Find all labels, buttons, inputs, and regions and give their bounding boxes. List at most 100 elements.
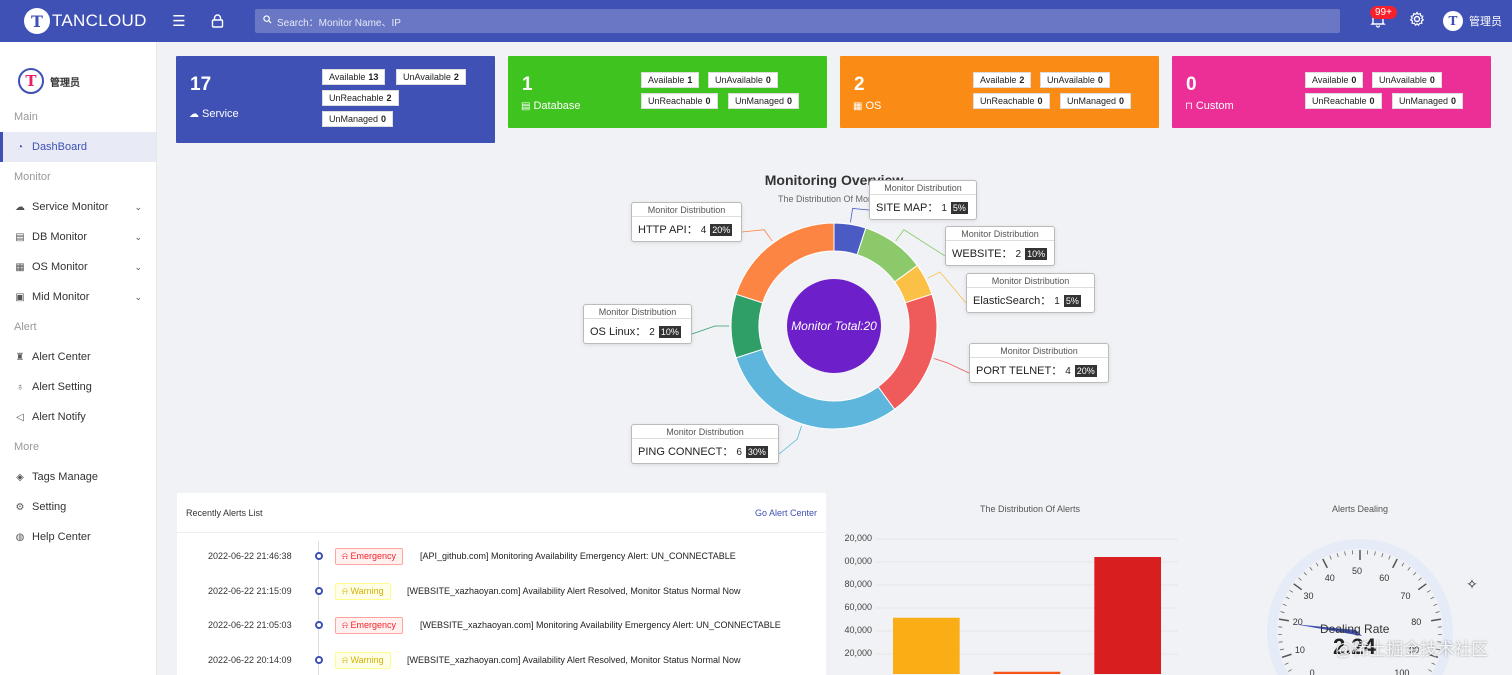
- tooltip-body: WEBSITE： 2 10%: [946, 241, 1054, 265]
- gauge-tick: [1392, 558, 1398, 569]
- alert-bar[interactable]: [1094, 557, 1161, 674]
- alert-bar[interactable]: [993, 671, 1061, 674]
- chip-unavailable[interactable]: UnAvailable 0: [1372, 72, 1442, 88]
- notification-badge: 99+: [1370, 6, 1397, 19]
- sidebar: T 管理员 Main ◔ DashBoard Monitor ☁ Service…: [0, 42, 157, 675]
- sidebar-item-mid-monitor[interactable]: ▣ Mid Monitor ⌄: [0, 282, 156, 312]
- alert-row[interactable]: 2022-06-22 20:14:09 ⍾ Warning [WEBSITE_xaz…: [177, 643, 826, 675]
- brand-logo[interactable]: T TANCLOUD: [0, 8, 160, 34]
- search-input[interactable]: Search：Monitor Name、IP: [255, 9, 1340, 33]
- chip-unavailable[interactable]: UnAvailable 0: [1040, 72, 1110, 88]
- card-count: 0: [1186, 74, 1197, 95]
- chip-unreachable[interactable]: UnReachable 2: [322, 90, 399, 106]
- card-label: ☁ Service: [189, 108, 239, 120]
- card-count: 2: [854, 74, 865, 95]
- menu-fold-icon[interactable]: ☰: [172, 13, 186, 30]
- chip-available[interactable]: Available 13: [322, 69, 386, 85]
- alert-bell-icon: ⍾: [342, 550, 351, 561]
- gauge-tick: [1293, 583, 1303, 591]
- sidebar-item-dashboard[interactable]: ◔ DashBoard: [0, 132, 156, 162]
- cloud-icon: ☁: [189, 109, 199, 120]
- gauge-name: Dealing Rate: [1320, 622, 1390, 636]
- gauge-tick: [1278, 641, 1283, 643]
- sidebar-item-alert-setting[interactable]: ♁ Alert Setting: [0, 372, 156, 402]
- windows-icon: ▦: [853, 101, 863, 112]
- tooltip-body: PING CONNECT： 6 30%: [632, 439, 778, 463]
- gauge-tick: [1436, 648, 1441, 651]
- slice-percent: 5%: [950, 202, 968, 214]
- gauge-tick: [1418, 577, 1422, 581]
- sidebar-item-setting[interactable]: ⚙ Setting: [0, 492, 156, 522]
- sidebar-item-alert-notify[interactable]: ◁ Alert Notify: [0, 402, 156, 432]
- sidebar-item-service-monitor[interactable]: ☁ Service Monitor ⌄: [0, 192, 156, 222]
- overview-title: Monitoring Overview: [764, 172, 904, 188]
- gauge-tick: [1315, 562, 1319, 567]
- chip-unmanaged[interactable]: UnManaged 0: [1392, 93, 1464, 109]
- chip-unavailable[interactable]: UnAvailable 0: [708, 72, 778, 88]
- custom-card[interactable]: 0 ⊓ Custom Available 0 UnAvailable 0 UnReac…: [1172, 56, 1491, 128]
- alert-row[interactable]: 2022-06-22 21:15:09 ⍾ Warning [WEBSITE_xaz…: [177, 574, 826, 608]
- chip-unavailable[interactable]: UnAvailable 2: [396, 69, 466, 85]
- tooltip-body: ElasticSearch： 1 5%: [967, 288, 1094, 312]
- gear-icon[interactable]: [1409, 11, 1425, 32]
- alert-level-badge: ⍾ Warning: [335, 582, 391, 600]
- chip-unmanaged[interactable]: UnManaged 0: [322, 111, 394, 127]
- os-card[interactable]: 2 ▦ OS Available 2 UnAvailable 0 UnReachabl…: [840, 56, 1159, 128]
- gauge-tick: [1287, 669, 1292, 672]
- windows-icon: ▦: [15, 261, 25, 273]
- slice-count: 2: [1015, 249, 1022, 260]
- chip-unmanaged[interactable]: UnManaged 0: [1060, 93, 1132, 109]
- gauge-tick-label: 20: [1292, 616, 1303, 627]
- distribution-tooltip: Monitor Distribution PING CONNECT： 6 30%: [631, 424, 779, 464]
- go-alert-center-link[interactable]: Go Alert Center: [754, 507, 817, 518]
- tooltip-body: PORT TELNET： 4 20%: [970, 358, 1108, 382]
- group-monitor: Monitor: [14, 171, 51, 183]
- sidebar-item-alert-center[interactable]: ♜ Alert Center: [0, 342, 156, 372]
- gauge-tick: [1426, 589, 1431, 593]
- chip-available[interactable]: Available 2: [973, 72, 1032, 88]
- user-menu[interactable]: T 管理员: [1443, 11, 1502, 31]
- chip-available[interactable]: Available 1: [641, 72, 700, 88]
- sidebar-item-db-monitor[interactable]: ▤ DB Monitor ⌄: [0, 222, 156, 252]
- alert-row[interactable]: 2022-06-22 21:05:03 ⍾ Emergency [WEBSITE_x…: [177, 608, 826, 642]
- warning-bell-icon: ⍾: [342, 585, 351, 596]
- gauge-tick: [1280, 611, 1285, 613]
- gauge-tick-label: 40: [1324, 572, 1335, 583]
- chip-unreachable[interactable]: UnReachable 0: [641, 93, 718, 109]
- chip-unmanaged[interactable]: UnManaged 0: [728, 93, 800, 109]
- alert-row[interactable]: 2022-06-22 21:46:38 ⍾ Emergency [API_githu…: [177, 539, 826, 573]
- database-icon: ▤: [521, 101, 531, 112]
- sidebar-item-os-monitor[interactable]: ▦ OS Monitor ⌄: [0, 252, 156, 282]
- y-tick-label: 80,000: [844, 579, 872, 589]
- card-label: ▤ Database: [521, 100, 581, 112]
- y-tick-label: 20,000: [844, 533, 872, 543]
- alert-timeline: [318, 541, 319, 675]
- gear-icon: ⚙: [15, 501, 25, 513]
- service-card[interactable]: 17 ☁ Service Available 13 UnAvailable 2 UnR…: [176, 56, 495, 143]
- gauge-tick-label: 50: [1352, 566, 1363, 576]
- database-card[interactable]: 1 ▤ Database Available 1 UnAvailable 0 UnRe…: [508, 56, 827, 128]
- chip-unreachable[interactable]: UnReachable 0: [973, 93, 1050, 109]
- gauge-tick-label: 10: [1294, 644, 1305, 655]
- chip-available[interactable]: Available 0: [1305, 72, 1364, 88]
- watermark-text: @稀土掘金技术社区: [1335, 640, 1489, 659]
- alert-time: 2022-06-22 21:46:38: [208, 551, 292, 561]
- tooltip-header: Monitor Distribution: [632, 203, 741, 217]
- sidebar-item-tags-manage[interactable]: ◈ Tags Manage: [0, 462, 156, 492]
- search-icon: [263, 15, 272, 27]
- slice-name: SITE MAP：: [876, 202, 939, 214]
- sidebar-item-help-center[interactable]: ◍ Help Center: [0, 522, 156, 552]
- alert-bar[interactable]: [893, 617, 960, 674]
- gauge-tick: [1303, 571, 1307, 576]
- slice-percent: 10%: [1025, 248, 1048, 260]
- alert-message: [WEBSITE_xazhaoyan.com] Monitoring Avail…: [420, 620, 781, 630]
- tooltip-body: OS Linux： 2 10%: [584, 319, 691, 343]
- lock-icon[interactable]: [206, 10, 228, 32]
- magic-wand-icon[interactable]: ✧: [1466, 576, 1478, 592]
- slice-count: 1: [941, 203, 947, 214]
- gauge-tick: [1289, 589, 1294, 593]
- chip-unreachable[interactable]: UnReachable 0: [1305, 93, 1382, 109]
- gauge-tick: [1430, 618, 1442, 622]
- sidebar-username: 管理员: [50, 77, 80, 89]
- distribution-tooltip: Monitor Distribution HTTP API： 4 20%: [631, 202, 742, 242]
